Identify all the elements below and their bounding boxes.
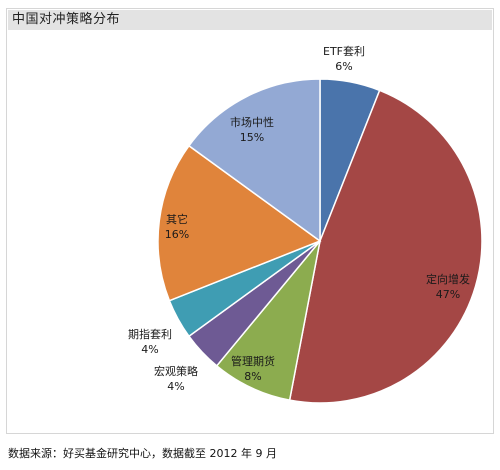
pie-slice-5 [157, 144, 322, 302]
slice-label-3: 宏观策略 [154, 364, 198, 378]
pie-slice-6 [187, 78, 321, 243]
slice-value-0: 6% [335, 60, 352, 73]
pie-slices [157, 78, 483, 404]
slice-label-0: ETF套利 [323, 45, 365, 58]
slice-value-3: 4% [167, 380, 184, 393]
slice-value-4: 4% [141, 343, 158, 356]
slice-label-1: 定向增发 [426, 272, 470, 286]
slice-label-6: 市场中性 [230, 115, 274, 129]
slice-label-2: 管理期货 [231, 354, 275, 368]
data-source-note: 数据来源：好买基金研究中心，数据截至 2012 年 9 月 [8, 447, 277, 460]
pie-slice-1 [288, 89, 483, 404]
chart-title: 中国对冲策略分布 [12, 12, 121, 27]
slice-value-2: 8% [244, 370, 261, 383]
slice-label-4: 期指套利 [128, 327, 172, 341]
slice-value-6: 15% [240, 131, 264, 144]
title-bar [8, 10, 492, 30]
pie-labels: ETF套利 6% 定向增发 47% 管理期货 8% 宏观策略 4% 期指套利 4% 其它 16% 市场中… [128, 45, 470, 393]
slice-value-5: 16% [165, 228, 189, 241]
slice-label-5: 其它 [166, 212, 188, 226]
slice-value-1: 47% [436, 288, 460, 301]
